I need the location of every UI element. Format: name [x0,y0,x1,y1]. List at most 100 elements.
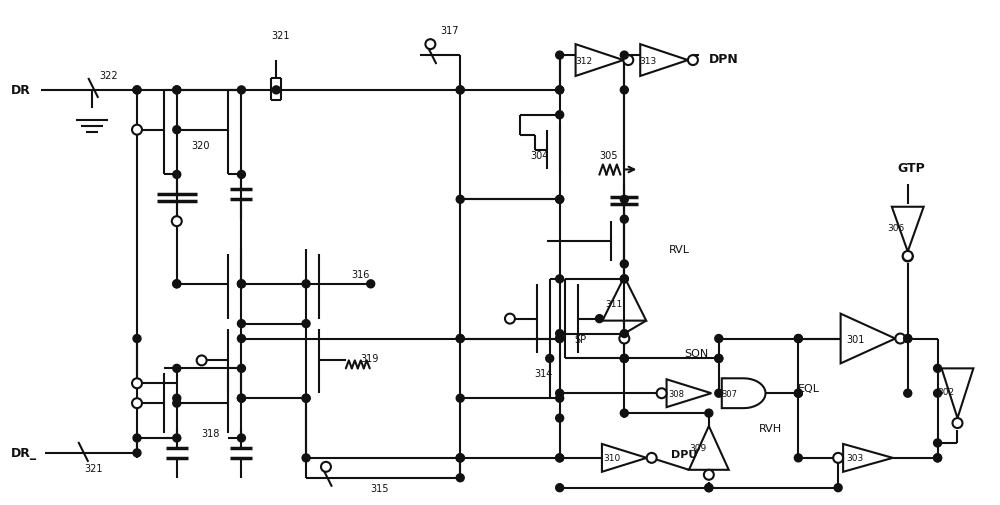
Circle shape [953,418,962,428]
Text: DR: DR [11,84,31,97]
Circle shape [934,439,942,447]
Circle shape [556,454,564,462]
Circle shape [834,484,842,492]
Circle shape [302,280,310,288]
Text: 315: 315 [371,483,389,493]
Circle shape [456,454,464,462]
Circle shape [556,275,564,283]
Circle shape [934,454,942,462]
Circle shape [620,196,628,204]
Circle shape [715,389,723,397]
Circle shape [620,87,628,94]
Circle shape [794,389,802,397]
Circle shape [456,87,464,94]
Circle shape [647,453,657,463]
Circle shape [173,126,181,134]
Circle shape [132,379,142,388]
Circle shape [556,112,564,120]
Circle shape [556,330,564,338]
Circle shape [556,52,564,60]
Text: 306: 306 [887,223,904,232]
Circle shape [425,40,435,50]
Circle shape [133,434,141,442]
Circle shape [456,335,464,343]
Text: EQL: EQL [798,383,820,393]
Text: 319: 319 [361,354,379,364]
Circle shape [456,335,464,343]
Circle shape [302,454,310,462]
Text: DPU: DPU [671,449,697,459]
Circle shape [620,355,628,363]
Circle shape [237,394,245,402]
Text: 320: 320 [192,140,210,150]
Circle shape [705,484,713,492]
Circle shape [705,484,713,492]
Text: 312: 312 [575,57,592,66]
Circle shape [620,330,628,338]
Circle shape [619,334,629,344]
Circle shape [904,389,912,397]
Circle shape [172,217,182,227]
Circle shape [456,394,464,402]
Circle shape [173,87,181,94]
Circle shape [903,251,913,262]
Text: 316: 316 [351,269,369,279]
Circle shape [620,52,628,60]
Circle shape [456,474,464,482]
Circle shape [620,261,628,268]
Circle shape [302,320,310,328]
Circle shape [321,462,331,472]
Text: 301: 301 [846,334,864,344]
Text: 304: 304 [530,150,548,160]
Text: 308: 308 [668,389,684,398]
Circle shape [705,410,713,417]
Circle shape [556,389,564,397]
Circle shape [620,216,628,224]
Circle shape [237,394,245,402]
Circle shape [833,453,843,463]
Circle shape [620,355,628,363]
Circle shape [704,470,714,480]
Text: DPN: DPN [709,53,739,66]
Text: 310: 310 [604,453,621,463]
Circle shape [237,434,245,442]
Text: SP: SP [575,334,587,344]
Circle shape [620,275,628,283]
Circle shape [556,454,564,462]
Circle shape [904,335,912,343]
Text: 321: 321 [84,463,103,473]
Text: 302: 302 [937,387,954,396]
Circle shape [556,335,564,343]
Circle shape [456,454,464,462]
Text: RVL: RVL [669,244,690,255]
Circle shape [934,389,942,397]
Circle shape [895,334,905,344]
Circle shape [715,335,723,343]
Text: 317: 317 [440,26,459,36]
Text: 318: 318 [202,428,220,438]
Circle shape [546,355,554,363]
Circle shape [456,196,464,204]
Text: 311: 311 [606,299,623,309]
Circle shape [456,454,464,462]
Text: 314: 314 [535,369,553,379]
Text: 307: 307 [722,389,738,398]
Circle shape [173,365,181,373]
Circle shape [173,280,181,288]
Circle shape [237,365,245,373]
Circle shape [237,335,245,343]
Circle shape [133,335,141,343]
Text: RVH: RVH [759,423,782,433]
Circle shape [657,388,667,398]
Circle shape [302,394,310,402]
Circle shape [173,394,181,402]
Text: 309: 309 [689,443,707,452]
Circle shape [794,335,802,343]
Text: 305: 305 [599,150,618,160]
Circle shape [237,280,245,288]
Circle shape [715,355,723,363]
Circle shape [133,87,141,94]
Circle shape [133,449,141,457]
Circle shape [934,365,942,373]
Circle shape [173,280,181,288]
